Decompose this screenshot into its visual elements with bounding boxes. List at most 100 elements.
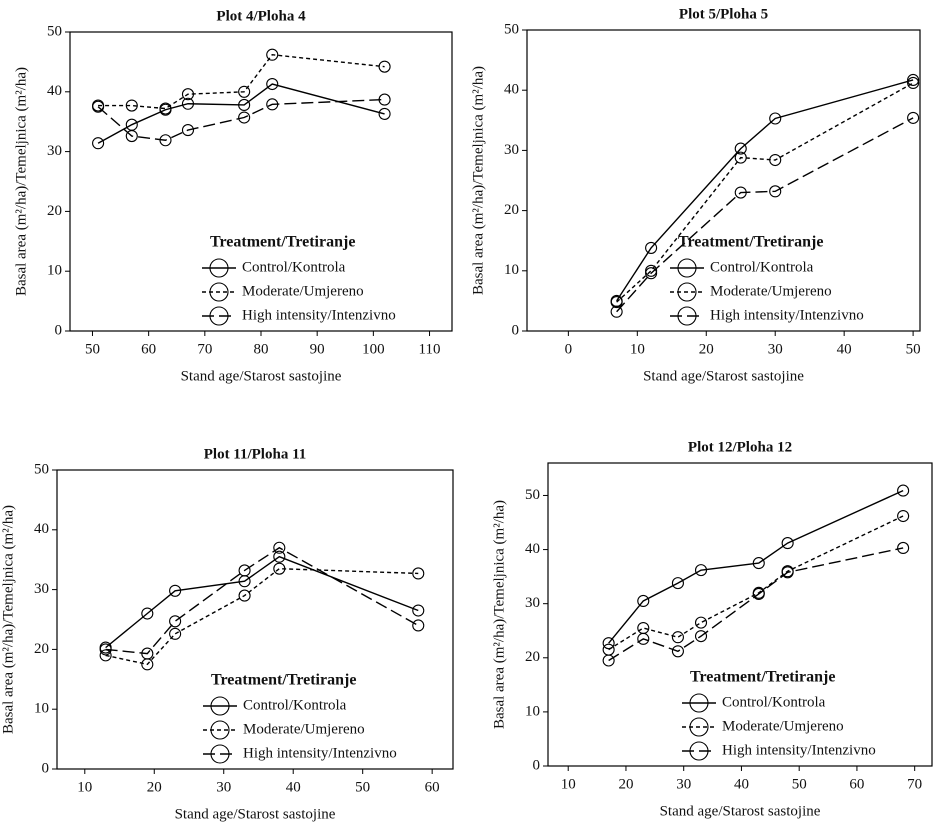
legend-title: Treatment/Tretiranje: [210, 234, 355, 251]
data-point: [610, 305, 623, 318]
y-tick-label: 30: [34, 581, 49, 597]
data-point: [734, 151, 747, 164]
legend-label: Control/Kontrola: [722, 694, 826, 710]
data-point: [273, 541, 286, 554]
y-tick-label: 10: [34, 701, 49, 717]
x-tick-label: 30: [676, 776, 691, 792]
legend-label: Control/Kontrola: [710, 259, 814, 275]
y-tick-label: 30: [47, 143, 62, 159]
y-tick-label: 20: [504, 202, 519, 218]
data-point: [637, 621, 650, 635]
legend-marker: [210, 720, 230, 740]
x-tick-label: 30: [768, 341, 783, 357]
x-axis-label: Stand age/Starost sastojine: [643, 368, 804, 384]
legend-label: High intensity/Intenzivno: [710, 307, 864, 323]
series-line: [105, 546, 419, 655]
data-point: [897, 509, 910, 523]
series-line: [616, 117, 914, 313]
x-tick-label: 80: [254, 341, 269, 357]
data-point: [266, 77, 279, 91]
series-line: [616, 82, 914, 303]
data-point: [769, 153, 782, 167]
series-line: [616, 79, 914, 302]
data-point: [169, 584, 182, 597]
x-axis-label: Stand age/Starost sastojine: [181, 368, 342, 384]
x-tick-label: 60: [425, 779, 440, 795]
data-point: [637, 632, 650, 645]
x-tick-label: 100: [362, 341, 385, 357]
x-tick-label: 50: [355, 779, 370, 795]
data-point: [645, 267, 658, 280]
data-point: [238, 564, 251, 577]
data-point: [141, 647, 154, 660]
y-axis-label: Basal area (m²/ha)/Temeljnica (m²/ha): [470, 66, 486, 295]
data-point: [694, 616, 708, 629]
data-point: [694, 630, 708, 643]
series-line: [608, 547, 904, 662]
y-axis-label: Basal area (m²/ha)/Temeljnica (m²/ha): [491, 500, 507, 729]
y-axis-label: Basal area (m²/ha)/Temeljnica (m²/ha): [13, 67, 29, 296]
x-tick-label: 60: [141, 341, 156, 357]
y-tick-label: 20: [47, 203, 62, 219]
plot-frame: [56, 469, 454, 770]
x-tick-label: 40: [286, 779, 301, 795]
y-tick-label: 50: [504, 21, 519, 37]
data-point: [610, 296, 623, 309]
data-point: [907, 76, 920, 90]
legend-label: High intensity/Intenzivno: [243, 745, 397, 761]
y-tick-label: 40: [504, 82, 519, 98]
legend-marker: [209, 306, 229, 326]
x-tick-label: 40: [734, 776, 749, 792]
legend-label: Moderate/Umjereno: [710, 283, 832, 299]
data-point: [181, 124, 195, 137]
x-tick-label: 70: [197, 341, 212, 357]
data-point: [125, 130, 138, 143]
y-tick-label: 40: [34, 521, 49, 537]
data-point: [907, 111, 920, 124]
data-point: [273, 562, 286, 575]
chart-title: Plot 12/Ploha 12: [688, 439, 792, 455]
series-line: [97, 98, 385, 141]
x-tick-label: 10: [561, 776, 576, 792]
series-line: [608, 515, 904, 651]
data-point: [769, 112, 782, 125]
data-point: [159, 102, 172, 115]
data-point: [125, 99, 138, 112]
data-point: [897, 541, 910, 554]
legend-title: Treatment/Tretiranje: [690, 669, 835, 686]
x-axis-label: Stand age/Starost sastojine: [175, 806, 336, 822]
legend-marker: [689, 693, 709, 713]
series-line: [97, 83, 385, 144]
x-tick-label: 0: [565, 341, 573, 357]
y-tick-label: 20: [525, 649, 540, 665]
data-point: [378, 60, 391, 73]
legend-marker: [689, 741, 709, 761]
x-tick-label: 110: [419, 341, 441, 357]
x-tick-label: 10: [630, 341, 645, 357]
y-tick-label: 10: [504, 262, 519, 278]
x-tick-label: 50: [792, 776, 807, 792]
legend-marker: [677, 306, 697, 326]
data-point: [671, 631, 684, 644]
data-point: [238, 589, 251, 602]
data-point: [169, 627, 182, 640]
y-tick-label: 10: [47, 263, 62, 279]
x-tick-label: 60: [849, 776, 864, 792]
data-point: [92, 137, 105, 150]
series-line: [98, 53, 385, 110]
data-point: [694, 564, 708, 577]
chart-title: Plot 4/Ploha 4: [216, 8, 306, 24]
x-tick-label: 50: [906, 341, 921, 357]
y-tick-label: 30: [525, 595, 540, 611]
y-axis-label: Basal area (m²/ha)/Temeljnica (m²/ha): [0, 505, 16, 734]
x-tick-label: 30: [216, 779, 231, 795]
y-tick-label: 40: [47, 83, 62, 99]
data-point: [671, 645, 684, 658]
legend-label: Control/Kontrola: [242, 259, 346, 275]
y-tick-label: 30: [504, 142, 519, 158]
x-axis-label: Stand age/Starost sastojine: [660, 803, 821, 819]
data-point: [266, 48, 279, 61]
legend-label: High intensity/Intenzivno: [242, 307, 396, 323]
series-line: [105, 567, 419, 666]
legend-title: Treatment/Tretiranje: [211, 672, 356, 689]
